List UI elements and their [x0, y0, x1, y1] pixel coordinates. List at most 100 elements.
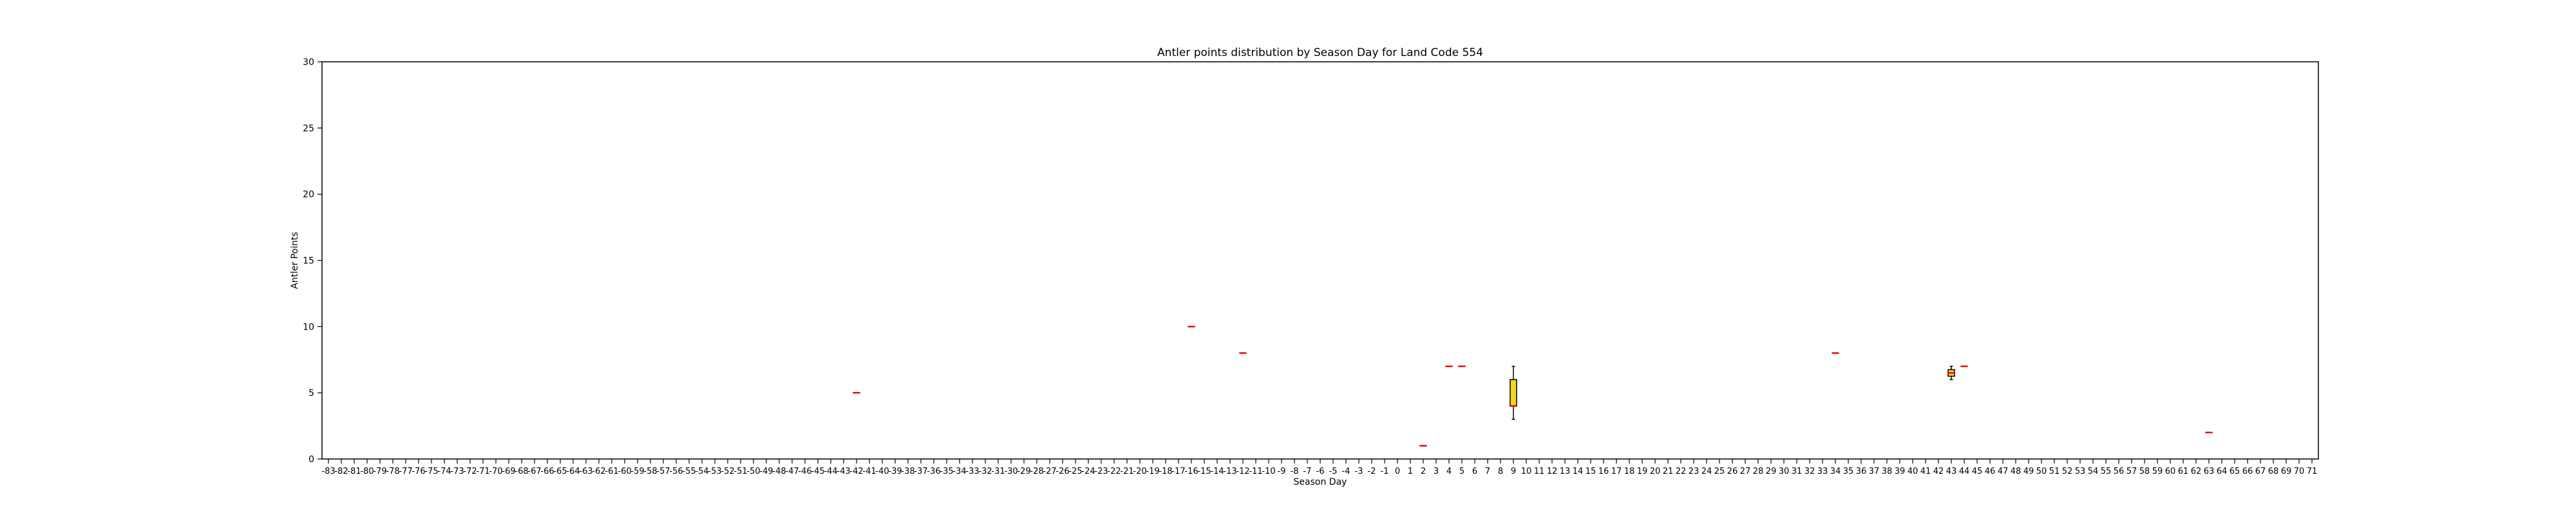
x-tick-label: 12	[1547, 467, 1558, 476]
x-tick-label: 67	[2255, 467, 2266, 476]
x-tick-label: -1	[1381, 467, 1389, 476]
x-tick-label: 32	[1804, 467, 1815, 476]
x-tick-label: -50	[746, 467, 760, 476]
y-tick-label: 25	[303, 124, 314, 134]
x-tick-label: 66	[2242, 467, 2253, 476]
x-tick-label: -82	[334, 467, 348, 476]
x-tick-label: 55	[2101, 467, 2112, 476]
x-tick-label: -79	[373, 467, 386, 476]
x-tick-label: 2	[1421, 467, 1426, 476]
x-tick-label: -40	[875, 467, 889, 476]
x-tick-label: -42	[849, 467, 863, 476]
x-tick-label: -83	[321, 467, 335, 476]
y-tick-label: 0	[308, 454, 314, 465]
x-tick-label: 65	[2230, 467, 2240, 476]
x-tick-label: -3	[1355, 467, 1363, 476]
x-tick-label: 13	[1560, 467, 1571, 476]
chart-marks	[853, 326, 2213, 447]
x-tick-label: 18	[1624, 467, 1635, 476]
x-tick-label: -34	[952, 467, 966, 476]
x-tick-label: 46	[1985, 467, 1996, 476]
x-tick-label: -10	[1262, 467, 1275, 476]
x-tick-label: 43	[1946, 467, 1957, 476]
x-tick-label: -47	[785, 467, 799, 476]
x-tick-label: -46	[798, 467, 811, 476]
x-tick-label: -69	[502, 467, 515, 476]
x-tick-label: 56	[2114, 467, 2125, 476]
chart-title: Antler points distribution by Season Day…	[1157, 46, 1483, 59]
x-tick-label: 51	[2049, 467, 2060, 476]
x-tick-label: -59	[630, 467, 644, 476]
x-tick-label: 0	[1395, 467, 1400, 476]
x-tick-label: 22	[1676, 467, 1687, 476]
y-axis-label: Antler Points	[290, 232, 300, 289]
y-axis: 0 5 10 15 20 25 30	[303, 57, 322, 465]
x-tick-label: 1	[1408, 467, 1413, 476]
x-tick-label: 48	[2011, 467, 2022, 476]
x-tick-label: -19	[1146, 467, 1159, 476]
x-tick-label: -13	[1223, 467, 1236, 476]
x-tick-label: 24	[1701, 467, 1712, 476]
x-tick-label: 21	[1663, 467, 1674, 476]
x-tick-label: -5	[1329, 467, 1338, 476]
x-tick-label: 10	[1521, 467, 1532, 476]
x-tick-label: -64	[566, 467, 580, 476]
x-tick-label: 34	[1830, 467, 1841, 476]
x-tick-label: 54	[2088, 467, 2099, 476]
x-tick-label: -14	[1210, 467, 1224, 476]
x-tick-label: 68	[2268, 467, 2279, 476]
x-tick-label: -2	[1368, 467, 1376, 476]
x-tick-label: 69	[2281, 467, 2292, 476]
x-tick-label: 53	[2075, 467, 2086, 476]
x-tick-label: -81	[347, 467, 361, 476]
x-tick-label: 17	[1611, 467, 1622, 476]
x-tick-label: 50	[2036, 467, 2047, 476]
x-tick-label: 33	[1817, 467, 1828, 476]
y-tick-label: 5	[308, 388, 314, 398]
x-tick-label: 59	[2152, 467, 2163, 476]
x-tick-label: 38	[1882, 467, 1893, 476]
x-tick-label: -6	[1316, 467, 1325, 476]
x-tick-label: 45	[1972, 467, 1983, 476]
x-tick-label: -62	[592, 467, 605, 476]
x-tick-label: 60	[2165, 467, 2176, 476]
x-tick-label: -74	[437, 467, 451, 476]
x-tick-label: -28	[1030, 467, 1043, 476]
x-tick-label: -29	[1017, 467, 1030, 476]
x-tick-label: -15	[1197, 467, 1211, 476]
y-tick-label: 10	[303, 322, 314, 332]
x-tick-label: 19	[1637, 467, 1648, 476]
x-tick-label: 29	[1766, 467, 1777, 476]
y-tick-label: 30	[303, 57, 314, 68]
x-tick-label: 64	[2217, 467, 2228, 476]
y-tick-label: 15	[303, 256, 314, 267]
x-tick-label: -8	[1291, 467, 1299, 476]
x-tick-label: 35	[1843, 467, 1854, 476]
x-tick-label: -44	[824, 467, 837, 476]
box-43	[1947, 366, 1955, 380]
x-tick-label: -73	[450, 467, 464, 476]
x-tick-label: -37	[914, 467, 927, 476]
x-tick-label: -80	[360, 467, 374, 476]
x-tick-label: -56	[669, 467, 683, 476]
x-tick-label: 37	[1869, 467, 1880, 476]
x-tick-label: 44	[1959, 467, 1970, 476]
x-tick-label: 16	[1598, 467, 1609, 476]
box-body	[1510, 379, 1517, 407]
x-tick-label: 30	[1779, 467, 1790, 476]
x-tick-label: 41	[1920, 467, 1931, 476]
x-tick-label: 7	[1485, 467, 1490, 476]
x-tick-label: -20	[1133, 467, 1146, 476]
x-tick-label: 14	[1573, 467, 1584, 476]
x-tick-label: -31	[991, 467, 1005, 476]
x-axis: -83-82-81-80-79-78-77-76-75-74-73-72-71-…	[321, 459, 2317, 476]
x-tick-label: -77	[399, 467, 412, 476]
x-tick-label: -63	[579, 467, 592, 476]
x-tick-label: 57	[2126, 467, 2137, 476]
x-tick-label: 36	[1856, 467, 1867, 476]
x-tick-label: -30	[1004, 467, 1018, 476]
x-tick-label: 63	[2204, 467, 2215, 476]
x-tick-label: -52	[721, 467, 734, 476]
x-tick-label: -32	[978, 467, 992, 476]
